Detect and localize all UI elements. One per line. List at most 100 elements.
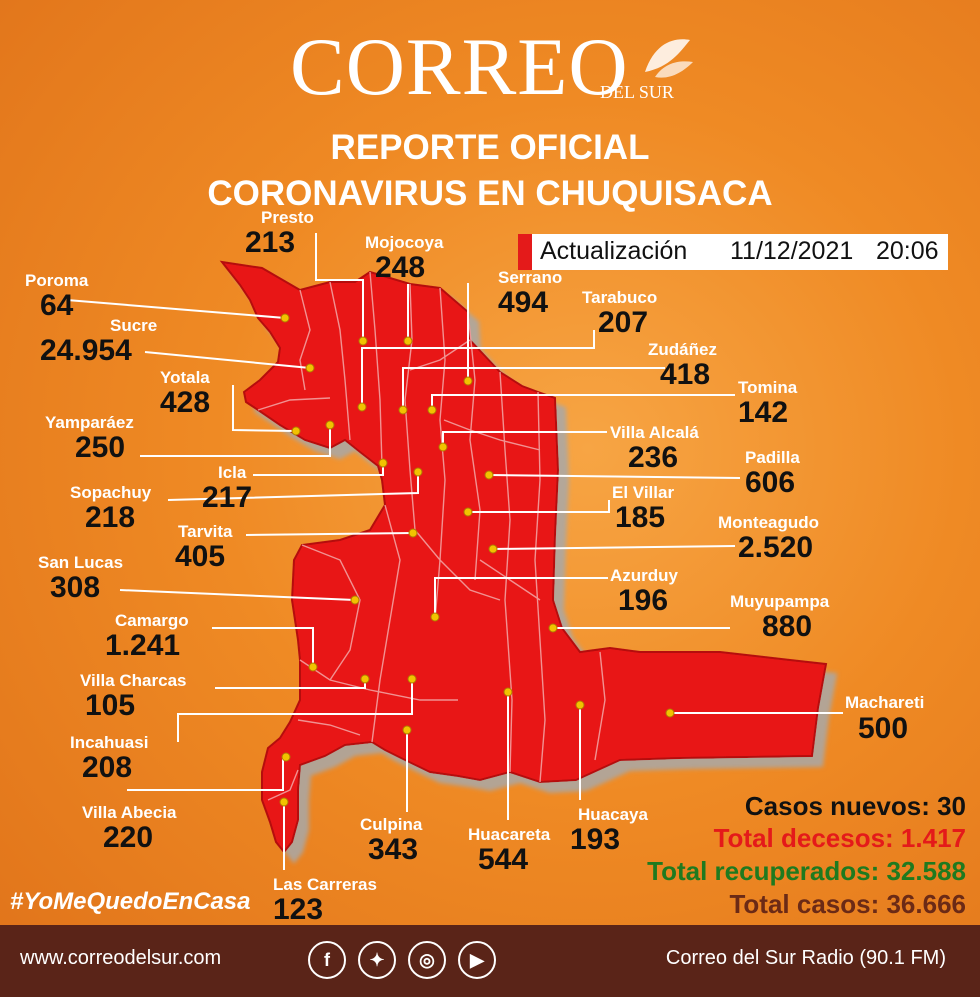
value-villa-charcas: 105 [85,689,136,722]
leader-tarvita [245,532,414,536]
leader-lines [66,233,843,870]
value-las-carreras: 123 [273,893,324,926]
dot-icla [378,458,388,468]
leader-tomina [431,394,735,410]
leader-yamparaez [140,425,331,457]
label-muyupampa: Muyupampa [730,592,830,611]
dot-muyupampa [548,623,558,633]
dot-presto [358,336,368,346]
value-sucre: 24.954 [40,334,132,367]
logo-wordmark: CORREO [290,21,629,112]
dot-yamparaez [325,420,335,430]
dot-villa-alcala [438,442,448,452]
leader-villa-abecia [127,757,284,791]
leader-icla [253,463,384,476]
label-las-carreras: Las Carreras [273,875,377,894]
label-yamparaez: Yamparáez [45,413,134,432]
value-serrano: 494 [498,286,549,319]
update-date: 11/12/2021 [730,237,854,265]
leader-camargo [212,627,314,667]
label-sopachuy: Sopachuy [70,483,152,502]
dot-tarvita [408,528,418,538]
dot-huacareta [503,687,513,697]
label-el-villar: El Villar [612,483,675,502]
leader-tarabuco [361,330,595,407]
summary-deaths: Total decesos: 1.417 [713,823,966,853]
label-villa-alcala: Villa Alcalá [610,423,699,442]
label-san-lucas: San Lucas [38,553,124,572]
update-time: 20:06 [876,237,939,265]
update-banner: Actualización 11/12/2021 20:06 [518,234,948,270]
leader-yotala [232,385,297,432]
municipal-borders [257,271,606,801]
footer-bar: www.correodelsur.com f ✦ ◎ ▶ Correo del Sur… [0,925,980,997]
youtube-icon[interactable]: ▶ [458,941,496,979]
value-zudanez: 418 [660,358,711,391]
title-line-1: REPORTE OFICIAL [330,128,650,167]
dot-culpina [402,725,412,735]
value-villa-abecia: 220 [103,821,154,854]
label-huacaya: Huacaya [578,805,648,824]
label-mojocoya: Mojocoya [365,233,444,252]
department-shape [219,260,828,854]
update-label: Actualización [540,237,688,265]
leader-padilla [488,474,741,479]
summary-new-cases: Casos nuevos: 30 [744,791,966,821]
value-tarvita: 405 [175,540,226,573]
label-monteagudo: Monteagudo [718,513,820,532]
leader-incahuasi [177,679,413,742]
value-presto: 213 [245,226,296,259]
leader-poroma [66,299,286,319]
dot-azurduy [430,612,440,622]
dot-mojocoya [403,336,413,346]
label-icla: Icla [218,463,247,482]
value-sopachuy: 218 [85,501,136,534]
facebook-icon[interactable]: f [308,941,346,979]
dot-camargo [308,662,318,672]
dot-huacaya [575,700,585,710]
value-camargo: 1.241 [105,629,181,662]
label-huacareta: Huacareta [468,825,551,844]
dot-sucre [305,363,315,373]
radio-info: Correo del Sur Radio (90.1 FM) [665,947,946,969]
twitter-icon[interactable]: ✦ [358,941,396,979]
instagram-icon[interactable]: ◎ [408,941,446,979]
label-villa-charcas: Villa Charcas [80,671,187,690]
value-machareti: 500 [858,712,909,745]
label-camargo: Camargo [115,611,189,630]
label-padilla: Padilla [745,448,800,467]
label-sucre: Sucre [110,316,158,335]
label-serrano: Serrano [498,268,563,287]
label-poroma: Poroma [25,271,89,290]
dot-monteagudo [488,544,498,554]
label-presto: Presto [261,208,314,227]
label-zudanez: Zudáñez [648,340,717,359]
website-link[interactable]: www.correodelsur.com [20,947,222,969]
label-culpina: Culpina [360,815,423,834]
correo-del-sur-logo: CORREO DEL SUR [290,22,710,112]
label-tarabuco: Tarabuco [582,288,658,307]
leader-presto [315,233,364,341]
dot-el-villar [463,507,473,517]
value-culpina: 343 [368,833,419,866]
leader-monteagudo [492,545,736,550]
leader-sopachuy [167,472,419,501]
value-azurduy: 196 [618,584,669,617]
label-machareti: Machareti [845,693,925,712]
leader-zudanez [402,367,665,410]
dot-zudanez [398,405,408,415]
dot-villa-abecia [281,752,291,762]
value-villa-alcala: 236 [628,441,679,474]
dot-las-carreras [279,797,289,807]
value-huacaya: 193 [570,823,621,856]
hashtag: #YoMeQuedoEnCasa [10,888,251,915]
update-accent-bar [518,234,532,270]
dot-machareti [665,708,675,718]
value-tomina: 142 [738,396,789,429]
leader-san-lucas [119,589,356,601]
value-yamparaez: 250 [75,431,126,464]
leader-villa-alcala [442,431,607,447]
dot-poroma [280,313,290,323]
label-tarvita: Tarvita [178,522,233,541]
